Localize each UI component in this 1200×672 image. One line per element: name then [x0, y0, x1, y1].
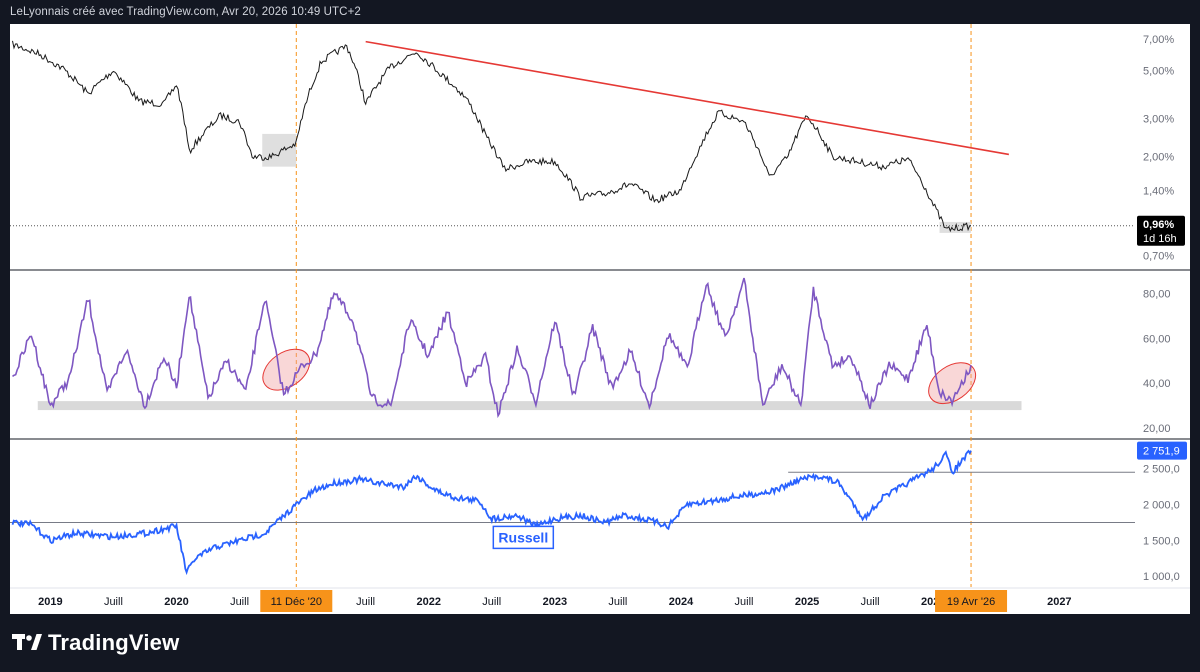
x-tick-label: 2025	[795, 596, 819, 608]
trendline[interactable]	[365, 40, 1010, 156]
date-marker-tag[interactable]	[935, 590, 1008, 612]
dominance-price-line[interactable]	[12, 40, 972, 233]
x-tick-label: 2024	[669, 596, 694, 608]
russell-line[interactable]	[11, 449, 972, 576]
x-tick-label: Juill	[482, 596, 501, 608]
chart-svg[interactable]: 7,00% 5,00% 3,00% 2,00% 1,40% 0,70% 0,96% 1d 16…	[10, 24, 1190, 614]
x-tick-label: 2027	[1047, 596, 1071, 608]
y-tick-label: 1,40%	[1143, 185, 1174, 197]
y-tick-label: 0,70%	[1143, 250, 1174, 262]
chart-header-credit: LeLyonnais créé avec TradingView.com, Av…	[10, 6, 361, 18]
x-tick-label: Juill	[230, 596, 249, 608]
y-tick-label: 2,00%	[1143, 152, 1174, 164]
x-tick-label: 2022	[416, 596, 440, 608]
consolidation-box	[262, 133, 297, 167]
y-tick-label: 60,00	[1143, 333, 1171, 345]
y-tick-label: 3,00%	[1143, 114, 1174, 126]
last-value-label: 0,96%	[1143, 219, 1174, 231]
russell-last-value-label: 2 751,9	[1143, 446, 1180, 458]
y-tick-label: 5,00%	[1143, 66, 1174, 78]
last-value-tag	[1137, 215, 1185, 246]
x-tick-label: Juill	[861, 596, 880, 608]
russell-series-label: Russell	[498, 529, 548, 545]
support-band	[37, 401, 1022, 411]
date-marker-tag[interactable]	[260, 590, 333, 612]
tradingview-brand: TradingView	[48, 630, 180, 655]
date-marker-label: 11 Déc '20	[271, 596, 322, 608]
date-marker-label: 19 Avr '26	[947, 596, 995, 608]
rsi-line[interactable]	[12, 277, 972, 419]
y-tick-label: 2 000,0	[1143, 500, 1180, 512]
x-tick-label: Juill	[608, 596, 627, 608]
tradingview-footer: TradingView	[12, 628, 179, 658]
countdown-label: 1d 16h	[1143, 233, 1177, 245]
x-tick-label: Juill	[356, 596, 375, 608]
tradingview-logo-icon	[12, 632, 42, 654]
chart-area[interactable]: 7,00% 5,00% 3,00% 2,00% 1,40% 0,70% 0,96% 1d 16…	[10, 24, 1190, 614]
x-tick-label: 2023	[543, 596, 567, 608]
x-tick-label: 2019	[38, 596, 62, 608]
russell-label-box	[492, 525, 555, 550]
x-tick-label: Juill	[735, 596, 754, 608]
x-tick-label: 2020	[164, 596, 188, 608]
y-tick-label: 20,00	[1143, 423, 1171, 435]
russell-last-value-tag	[1137, 441, 1187, 460]
y-tick-label: 40,00	[1143, 378, 1171, 390]
y-tick-label: 1 000,0	[1143, 571, 1180, 583]
x-tick-label: Juill	[104, 596, 123, 608]
y-tick-label: 1 500,0	[1143, 535, 1180, 547]
y-tick-label: 80,00	[1143, 288, 1171, 300]
y-tick-label: 7,00%	[1143, 34, 1174, 46]
y-tick-label: 2 500,0	[1143, 464, 1180, 476]
